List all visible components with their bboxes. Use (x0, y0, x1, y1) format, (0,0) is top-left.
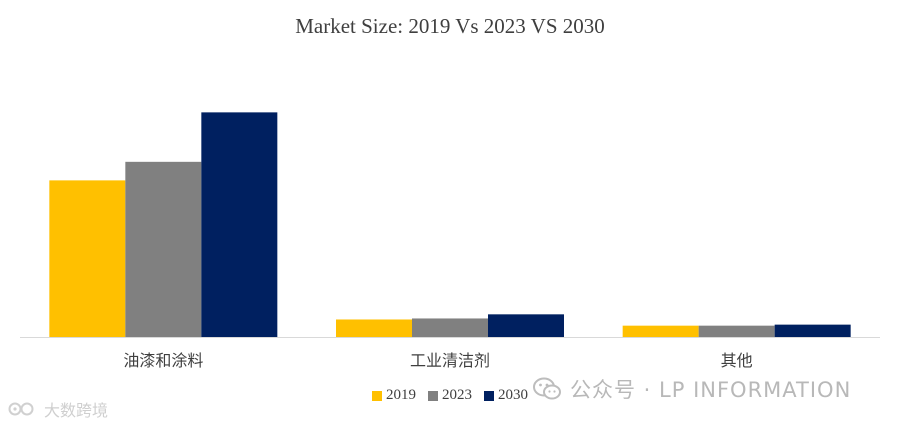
bar-2030-2 (774, 324, 851, 337)
legend-swatch-2023 (428, 390, 438, 401)
wechat-icon (533, 377, 561, 400)
legend-item-2019: 2019 (372, 387, 416, 404)
brand-logo-icon (8, 402, 34, 416)
brand-watermark-text: 大数跨境 (44, 401, 109, 420)
legend-label-2023: 2023 (442, 387, 472, 403)
x-tick-label: 其他 (721, 351, 753, 370)
bar-2023-2 (698, 325, 775, 337)
chart-legend: 2019 2023 2030 (372, 387, 528, 404)
bar-2019-1 (336, 319, 412, 337)
legend-label-2019: 2019 (386, 387, 416, 403)
legend-swatch-2019 (372, 390, 382, 401)
bar-2030-0 (201, 112, 278, 337)
bar-2023-1 (412, 318, 488, 337)
x-tick-label: 工业清洁剂 (410, 351, 490, 370)
legend-label-2030: 2030 (498, 387, 528, 403)
wechat-watermark-text: 公众号 · LP INFORMATION (570, 378, 852, 402)
chart-title: Market Size: 2019 Vs 2023 VS 2030 (295, 14, 605, 38)
bar-2023-0 (125, 161, 202, 337)
legend-item-2023: 2023 (428, 387, 472, 404)
legend-swatch-2030 (484, 390, 494, 401)
wechat-watermark: 公众号 · LP INFORMATION (532, 374, 851, 404)
bar-2030-1 (488, 314, 564, 337)
bar-2019-0 (49, 180, 126, 337)
brand-watermark: 大数跨境 (8, 397, 108, 421)
legend-item-2030: 2030 (484, 387, 528, 404)
x-tick-label: 油漆和涂料 (123, 351, 203, 370)
bar-2019-2 (622, 325, 699, 337)
